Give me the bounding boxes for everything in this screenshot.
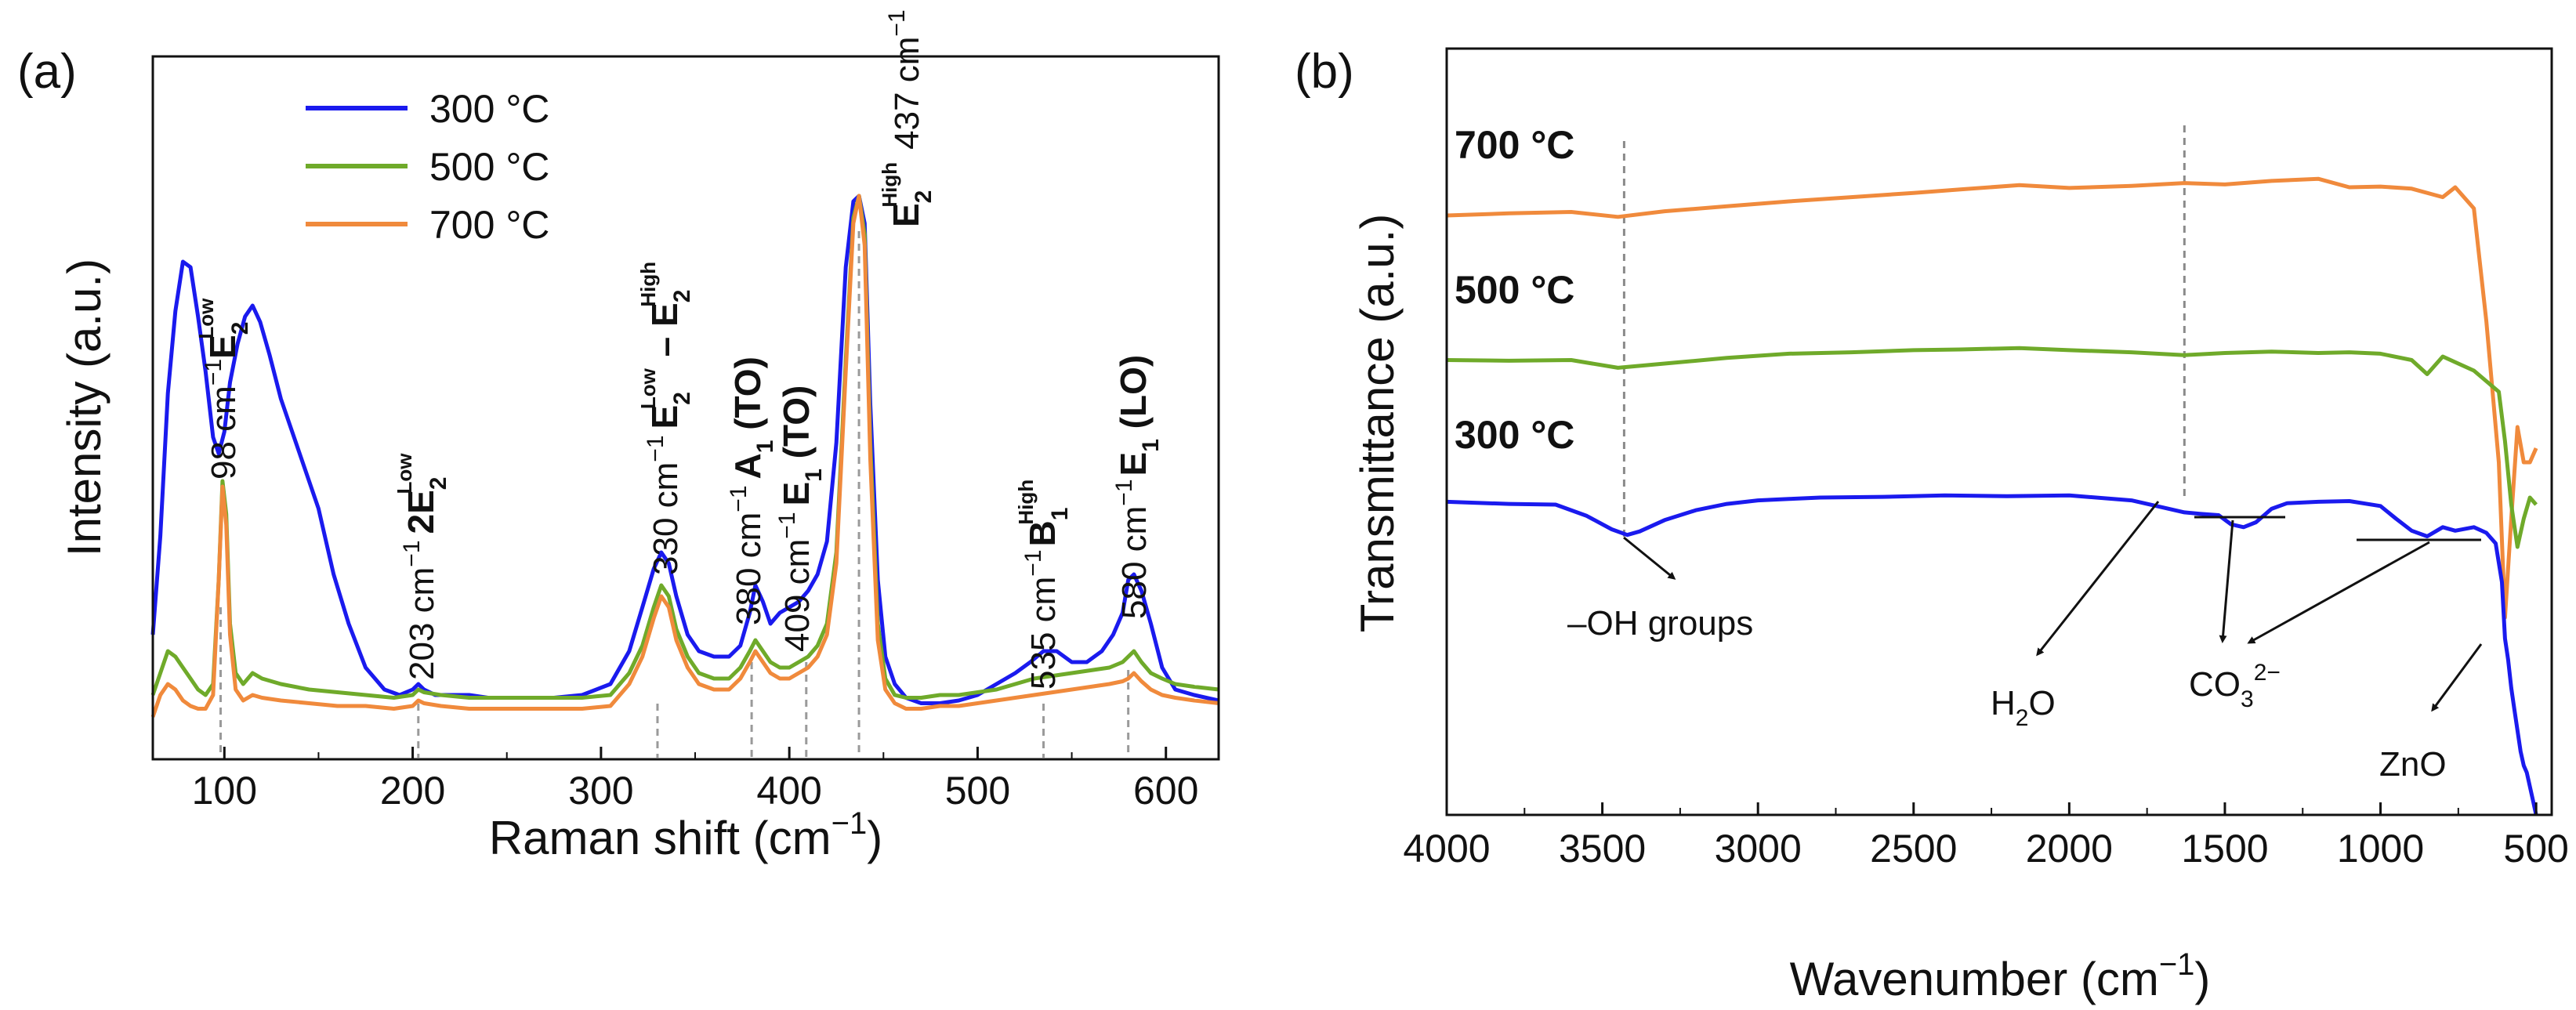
annotation-h2o: H2O	[1991, 684, 2056, 731]
y-axis-label-a: Intensity (a.u.)	[58, 259, 111, 556]
plot-frame-b	[1445, 47, 2553, 816]
peak-label-535: 535 cm−1B1High	[1014, 480, 1073, 690]
panel-b: (b) 4000 3500 3000 2500 2000 1500 1000 500 700 …	[1295, 45, 2569, 1005]
h2o-arrow	[2036, 501, 2160, 657]
peak-label-330: 330 cm−1E2Low – E2High	[636, 262, 695, 575]
x-tick-label-b: 2500	[1870, 827, 1957, 871]
series-line-b-0	[1446, 176, 2538, 620]
legend-label-500: 500 °C	[429, 145, 549, 189]
x-tick-label-a: 400	[756, 769, 821, 813]
legend: 300 °C 500 °C 700 °C	[306, 87, 549, 247]
x-tick-label-b: 3000	[1715, 827, 1802, 871]
series-line-b-2	[1446, 493, 2538, 816]
raman-series	[150, 194, 1219, 718]
ftir-series	[1446, 176, 2538, 816]
x-tick-label-b: 2000	[2026, 827, 2113, 871]
x-tick-label-b: 3500	[1559, 827, 1646, 871]
peak-label-437: E2High437 cm−1	[878, 9, 937, 227]
peak-guide-lines	[219, 231, 1130, 758]
carbonate-arrow-1	[2219, 519, 2234, 643]
zno-arrow	[2431, 643, 2483, 712]
x-tick-label-a: 600	[1133, 769, 1198, 813]
peak-label-580: 580 cm−1E1 (LO)	[1111, 355, 1164, 619]
legend-label-300: 300 °C	[429, 87, 549, 131]
x-tick-label-a: 500	[945, 769, 1010, 813]
annotation-carbonate: CO32−	[2189, 660, 2281, 712]
x-tick-label-a: 300	[568, 769, 633, 813]
reference-lines	[1622, 125, 2186, 537]
x-tick-label-b: 1500	[2181, 827, 2268, 871]
panel-b-label: (b)	[1295, 45, 1354, 99]
legend-label-700: 700 °C	[429, 203, 549, 247]
annotation-oh-groups: –OH groups	[1567, 604, 1753, 643]
carbonate-arrow-2	[2247, 541, 2430, 644]
x-tick-label-b: 4000	[1403, 827, 1490, 871]
peak-label-98: 98 cm−1E2Low	[194, 298, 253, 480]
x-tick-label-b: 500	[2503, 827, 2568, 871]
series-label-500: 500 °C	[1455, 268, 1574, 312]
series-line-a-1	[150, 194, 1219, 700]
series-line-a-2	[150, 194, 1219, 718]
series-label-300: 300 °C	[1455, 413, 1574, 457]
series-line-b-1	[1446, 346, 2538, 549]
panel-a-label: (a)	[17, 45, 77, 99]
series-line-a-0	[150, 194, 1219, 705]
x-axis-ticks-a: 100 200 300 400 500 600	[192, 747, 1198, 813]
y-axis-label-b: Transmittance (a.u.)	[1351, 214, 1404, 633]
x-tick-label-a: 100	[192, 769, 257, 813]
x-axis-label-a: Raman shift (cm−1)	[489, 806, 882, 864]
x-tick-label-b: 1000	[2337, 827, 2424, 871]
panel-a: (a) 100 200 300 400 500 600 300 °C 500 °C 700…	[17, 9, 1220, 864]
oh-arrow	[1623, 536, 1676, 580]
peak-label-203: 203 cm−12E2Low	[393, 453, 451, 680]
x-axis-ticks-b: 4000 3500 3000 2500 2000 1500 1000 500	[1403, 802, 2569, 871]
peak-labels: 98 cm−1E2Low 203 cm−12E2Low 330 cm−1E2Lo…	[194, 9, 1164, 690]
peak-label-409: 409 cm−1E1 (TO)	[774, 386, 827, 652]
x-axis-label-b: Wavenumber (cm−1)	[1790, 947, 2211, 1005]
x-tick-label-a: 200	[380, 769, 445, 813]
series-label-700: 700 °C	[1455, 123, 1574, 167]
peak-label-380: 380 cm−1A1 (TO)	[726, 357, 778, 625]
annotation-zno: ZnO	[2379, 745, 2447, 784]
plot-frame-a	[151, 55, 1220, 761]
